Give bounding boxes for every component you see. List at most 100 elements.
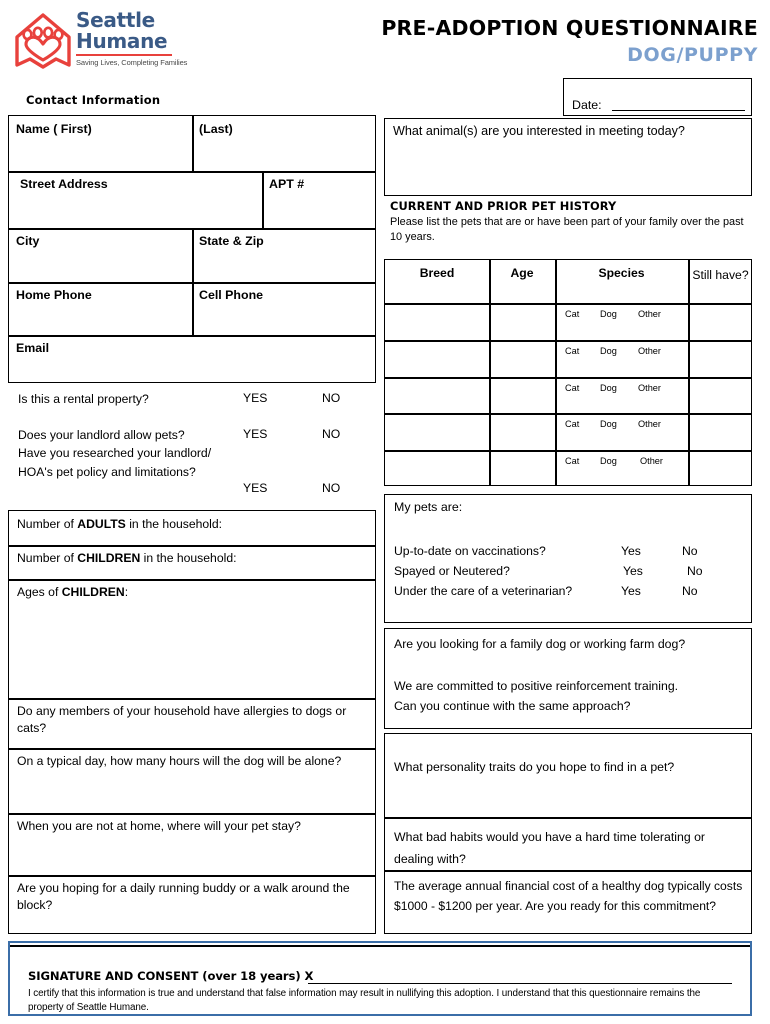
- household-divider-3: [9, 698, 375, 700]
- training-question: Can you continue with the same approach?: [394, 699, 631, 713]
- household-questions-table: Number of ADULTS in the household: Numbe…: [8, 510, 376, 934]
- household-divider-2: [9, 579, 375, 581]
- rental-question-2-yes[interactable]: YES: [243, 481, 268, 495]
- household-divider-4: [9, 748, 375, 750]
- field-street-address-label: Street Address: [20, 177, 108, 191]
- field-city-label: City: [16, 234, 40, 248]
- logo-wordmark: Seattle Humane Saving Lives, Completing …: [76, 10, 216, 67]
- field-name-last-label: (Last): [199, 122, 233, 136]
- pets-row-4-species-cat[interactable]: Cat: [565, 456, 580, 466]
- rental-question-0-text: Is this a rental property?: [18, 392, 149, 406]
- field-personality-traits[interactable]: What personality traits do you hope to f…: [384, 733, 752, 818]
- contact-vdiv-apt: [262, 171, 264, 228]
- field-family-dog-and-training[interactable]: Are you looking for a family dog or work…: [384, 628, 752, 729]
- pets-row-4-species-dog[interactable]: Dog: [600, 456, 617, 466]
- pets-row-0-species-cat[interactable]: Cat: [565, 309, 580, 319]
- page-subtitle: DOG/PUPPY: [627, 44, 758, 66]
- field-pet-stay-location[interactable]: When you are not at home, where will you…: [9, 813, 375, 875]
- my-pets-status-box: My pets are: Up-to-date on vaccinations?…: [384, 494, 752, 623]
- field-cell-phone-label: Cell Phone: [199, 288, 264, 302]
- pets-row-1-species-cat[interactable]: Cat: [565, 346, 580, 356]
- pets-row-4-species-other[interactable]: Other: [640, 456, 663, 466]
- rental-question-0-yes[interactable]: YES: [243, 391, 268, 405]
- pet-history-table: Breed Age Species Still have? Cat Dog Ot…: [384, 259, 752, 486]
- field-apt[interactable]: APT #: [262, 171, 377, 228]
- pets-row-3-species-cat[interactable]: Cat: [565, 419, 580, 429]
- field-allergies-label: Do any members of your household have al…: [17, 704, 347, 735]
- pets-row-0-species-dog[interactable]: Dog: [600, 309, 617, 319]
- signature-title: SIGNATURE AND CONSENT (over 18 years) X: [28, 969, 314, 983]
- house-paw-heart-icon: [12, 10, 74, 72]
- my-pets-question-1-no[interactable]: No: [687, 564, 703, 578]
- household-divider-6: [9, 875, 375, 877]
- field-email[interactable]: Email: [9, 335, 377, 384]
- field-number-of-adults-label: Number of ADULTS in the household:: [17, 517, 223, 531]
- field-animal-interest[interactable]: What animal(s) are you interested in mee…: [384, 118, 752, 196]
- pets-row-divider-4: [385, 450, 751, 452]
- pets-row-1-species-other[interactable]: Other: [638, 346, 661, 356]
- field-street-address[interactable]: Street Address: [9, 171, 262, 228]
- field-state-zip[interactable]: State & Zip: [192, 228, 377, 282]
- field-hours-alone-label: On a typical day, how many hours will th…: [17, 754, 342, 768]
- pet-history-title: CURRENT AND PRIOR PET HISTORY: [390, 199, 617, 213]
- pets-header-still-have: Still have?: [692, 268, 749, 282]
- contact-divider-1: [9, 171, 375, 173]
- family-dog-question: Are you looking for a family dog or work…: [394, 637, 686, 651]
- field-allergies[interactable]: Do any members of your household have al…: [9, 698, 375, 748]
- pets-col-divider-species-still: [688, 260, 690, 485]
- field-running-buddy[interactable]: Are you hoping for a daily running buddy…: [9, 875, 375, 935]
- field-number-of-adults[interactable]: Number of ADULTS in the household:: [9, 511, 375, 545]
- training-statement: We are committed to positive reinforceme…: [394, 679, 679, 693]
- contact-divider-4: [9, 335, 375, 337]
- pets-row-2-species-cat[interactable]: Cat: [565, 383, 580, 393]
- pets-row-3-species-dog[interactable]: Dog: [600, 419, 617, 429]
- field-name-last[interactable]: (Last): [192, 116, 377, 171]
- my-pets-question-0-text: Up-to-date on vaccinations?: [394, 544, 546, 558]
- field-city[interactable]: City: [9, 228, 192, 282]
- field-state-zip-label: State & Zip: [199, 234, 264, 248]
- contact-vdiv-city: [192, 228, 194, 282]
- field-bad-habits[interactable]: What bad habits would you have a hard ti…: [384, 818, 752, 871]
- rental-question-1-no[interactable]: NO: [322, 427, 341, 441]
- pet-history-subtitle: Please list the pets that are or have be…: [390, 216, 744, 243]
- field-cell-phone[interactable]: Cell Phone: [192, 282, 377, 335]
- my-pets-question-2-no[interactable]: No: [682, 584, 698, 598]
- contact-information-heading: Contact Information: [26, 93, 161, 107]
- pets-row-0-species-other[interactable]: Other: [638, 309, 661, 319]
- field-bad-habits-label: What bad habits would you have a hard ti…: [394, 830, 706, 866]
- pets-header-age: Age: [510, 266, 534, 280]
- pets-row-1-species-dog[interactable]: Dog: [600, 346, 617, 356]
- field-number-of-children[interactable]: Number of CHILDREN in the household:: [9, 545, 375, 579]
- logo-tagline: Saving Lives, Completing Families: [76, 58, 188, 67]
- rental-question-0-no[interactable]: NO: [322, 391, 341, 405]
- my-pets-question-0-no[interactable]: No: [682, 544, 698, 558]
- signature-and-consent-box[interactable]: SIGNATURE AND CONSENT (over 18 years) X …: [8, 941, 752, 1016]
- signature-top-rule: [10, 945, 750, 947]
- date-field-box[interactable]: Date:: [563, 78, 752, 116]
- signature-fine-print: I certify that this information is true …: [28, 988, 701, 1013]
- rental-question-1-yes[interactable]: YES: [243, 427, 268, 441]
- my-pets-question-1-text: Spayed or Neutered?: [394, 564, 510, 578]
- rental-question-2-text: Have you researched your landlord/ HOA's…: [18, 446, 212, 479]
- date-write-line[interactable]: [612, 109, 745, 111]
- my-pets-question-2-yes[interactable]: Yes: [621, 584, 641, 598]
- field-hours-alone[interactable]: On a typical day, how many hours will th…: [9, 748, 375, 813]
- field-ages-of-children-label: Ages of CHILDREN:: [17, 585, 129, 599]
- pets-row-2-species-dog[interactable]: Dog: [600, 383, 617, 393]
- pets-header-breed: Breed: [419, 266, 455, 280]
- contact-information-table: Name ( First) (Last) Street Address APT …: [8, 115, 376, 383]
- field-annual-cost-commitment[interactable]: The average annual financial cost of a h…: [384, 871, 752, 934]
- contact-vdiv-phone: [192, 282, 194, 335]
- field-home-phone[interactable]: Home Phone: [9, 282, 192, 335]
- pets-row-2-species-other[interactable]: Other: [638, 383, 661, 393]
- my-pets-question-1-yes[interactable]: Yes: [623, 564, 643, 578]
- field-apt-label: APT #: [269, 177, 305, 191]
- field-name-first[interactable]: Name ( First): [9, 116, 192, 171]
- signature-write-line[interactable]: [308, 983, 732, 985]
- my-pets-question-0-yes[interactable]: Yes: [621, 544, 641, 558]
- field-ages-of-children[interactable]: Ages of CHILDREN:: [9, 579, 375, 698]
- rental-question-2-no[interactable]: NO: [322, 481, 341, 495]
- pets-row-3-species-other[interactable]: Other: [638, 419, 661, 429]
- pets-col-divider-breed-age: [489, 260, 491, 485]
